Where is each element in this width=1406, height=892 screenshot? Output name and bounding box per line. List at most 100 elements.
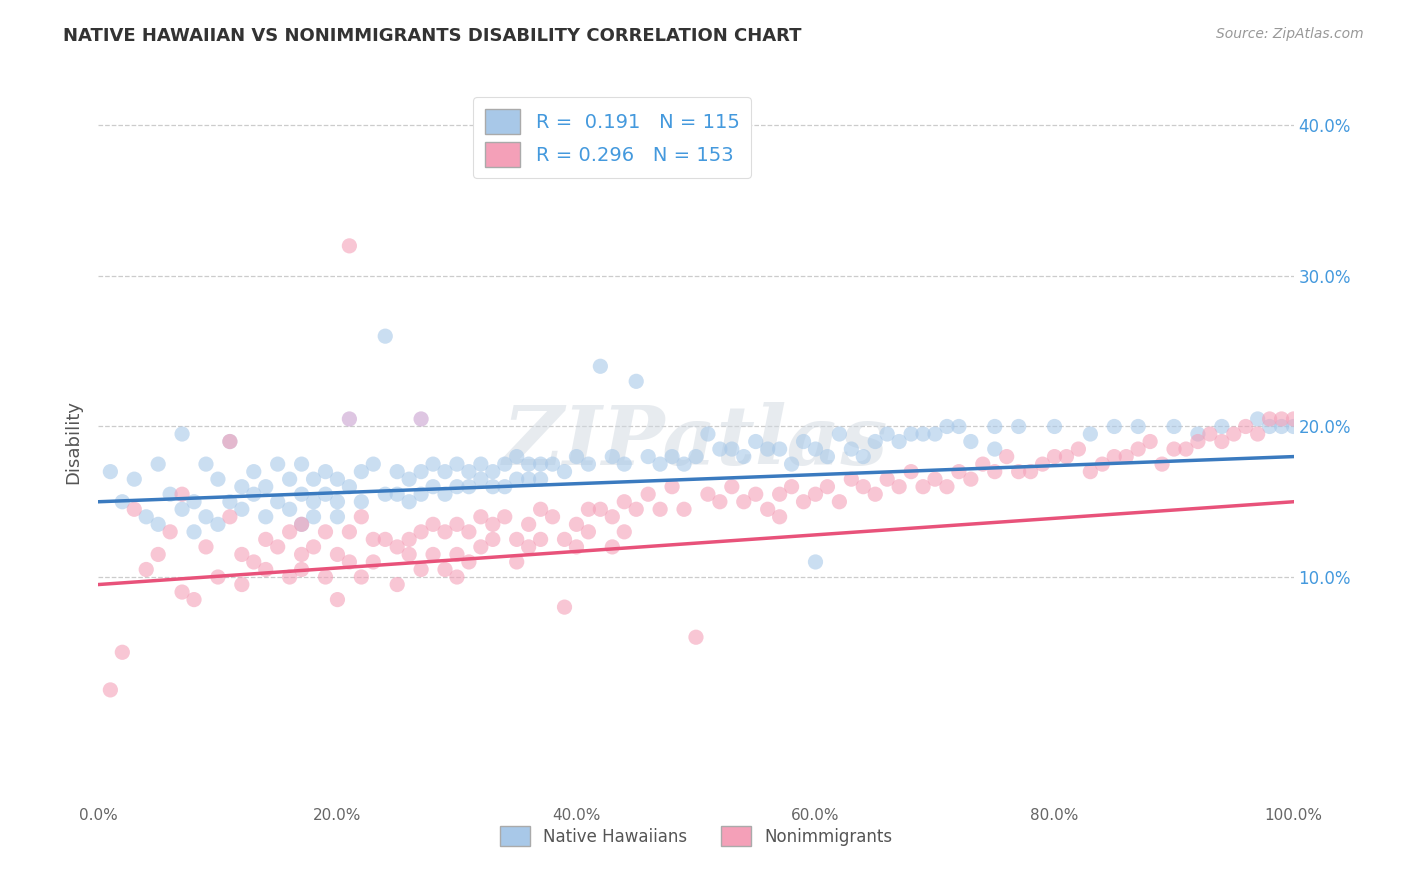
Point: [578, 524, 600, 539]
Point: [793, 494, 815, 508]
Point: [385, 487, 409, 501]
Point: [1008, 419, 1031, 434]
Point: [339, 480, 361, 494]
Point: [541, 509, 564, 524]
Point: [470, 472, 492, 486]
Point: [494, 480, 516, 494]
Point: [769, 442, 792, 456]
Point: [458, 480, 481, 494]
Point: [482, 465, 505, 479]
Point: [385, 540, 409, 554]
Point: [363, 555, 385, 569]
Point: [326, 472, 349, 486]
Point: [889, 480, 911, 494]
Point: [995, 450, 1018, 464]
Point: [243, 487, 266, 501]
Point: [769, 487, 792, 501]
Point: [411, 524, 433, 539]
Point: [374, 487, 396, 501]
Point: [912, 480, 935, 494]
Point: [278, 524, 301, 539]
Point: [1115, 450, 1137, 464]
Point: [1080, 465, 1102, 479]
Point: [411, 465, 433, 479]
Point: [422, 457, 444, 471]
Point: [111, 494, 134, 508]
Point: [697, 427, 720, 442]
Point: [1223, 427, 1246, 442]
Point: [422, 480, 444, 494]
Point: [1282, 412, 1305, 426]
Point: [1247, 427, 1270, 442]
Point: [554, 600, 576, 615]
Point: [554, 533, 576, 547]
Point: [291, 457, 314, 471]
Point: [385, 577, 409, 591]
Point: [159, 524, 181, 539]
Point: [291, 517, 314, 532]
Point: [302, 494, 325, 508]
Point: [494, 457, 516, 471]
Point: [458, 524, 481, 539]
Point: [219, 494, 242, 508]
Point: [841, 442, 863, 456]
Point: [398, 533, 420, 547]
Point: [398, 548, 420, 562]
Point: [1067, 442, 1090, 456]
Point: [374, 329, 396, 343]
Point: [661, 450, 683, 464]
Point: [685, 630, 707, 644]
Point: [219, 434, 242, 449]
Point: [243, 465, 266, 479]
Point: [434, 487, 457, 501]
Point: [1175, 442, 1198, 456]
Point: [1211, 434, 1233, 449]
Point: [350, 509, 373, 524]
Point: [446, 570, 468, 584]
Point: [267, 494, 290, 508]
Point: [709, 494, 731, 508]
Point: [326, 592, 349, 607]
Point: [721, 480, 744, 494]
Point: [195, 509, 218, 524]
Point: [1080, 427, 1102, 442]
Point: [231, 502, 253, 516]
Point: [326, 494, 349, 508]
Point: [745, 434, 768, 449]
Point: [291, 487, 314, 501]
Point: [254, 509, 277, 524]
Point: [219, 434, 242, 449]
Point: [315, 524, 337, 539]
Point: [530, 502, 553, 516]
Point: [626, 375, 648, 389]
Point: [1199, 427, 1222, 442]
Point: [111, 645, 134, 659]
Point: [900, 427, 922, 442]
Point: [673, 457, 696, 471]
Point: [315, 570, 337, 584]
Point: [578, 502, 600, 516]
Point: [1163, 442, 1185, 456]
Point: [172, 487, 194, 501]
Point: [398, 472, 420, 486]
Point: [793, 434, 815, 449]
Point: [1234, 419, 1257, 434]
Point: [339, 412, 361, 426]
Point: [207, 517, 229, 532]
Point: [385, 465, 409, 479]
Point: [602, 450, 624, 464]
Point: [804, 487, 827, 501]
Point: [756, 442, 779, 456]
Point: [494, 509, 516, 524]
Point: [315, 465, 337, 479]
Point: [626, 502, 648, 516]
Point: [936, 419, 959, 434]
Point: [673, 502, 696, 516]
Point: [350, 465, 373, 479]
Point: [1258, 412, 1281, 426]
Point: [506, 533, 529, 547]
Point: [302, 540, 325, 554]
Point: [613, 524, 636, 539]
Point: [984, 465, 1007, 479]
Point: [458, 555, 481, 569]
